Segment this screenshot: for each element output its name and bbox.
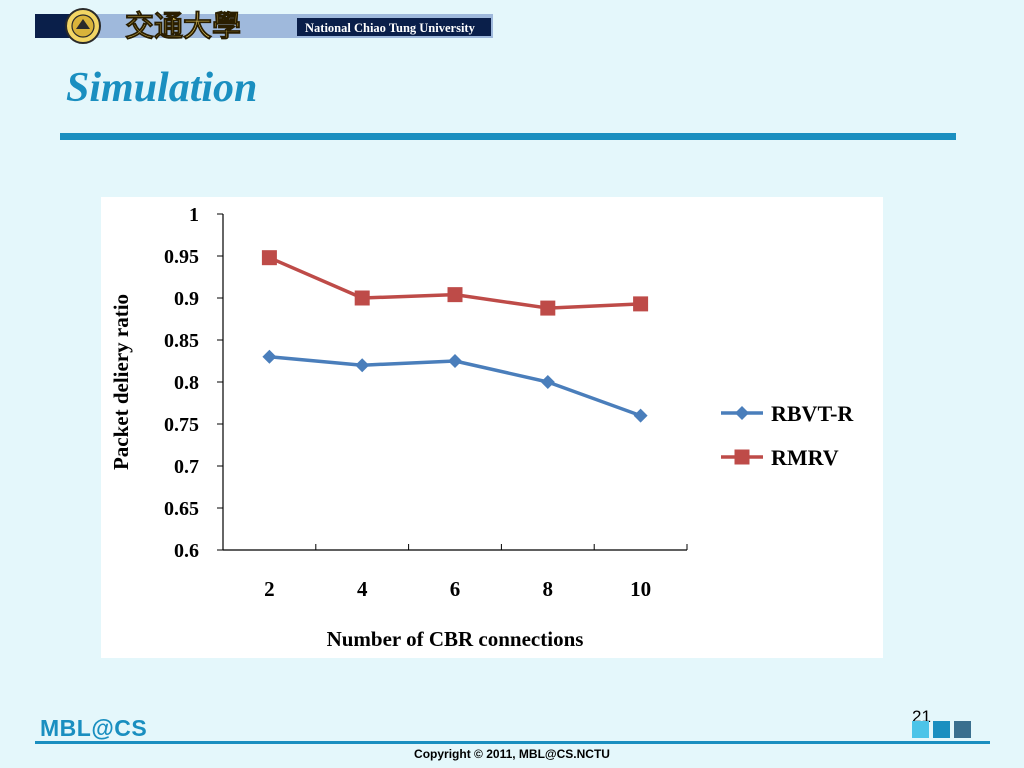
university-banner: 交通大學 National Chiao Tung University bbox=[35, 8, 493, 44]
title-divider bbox=[60, 133, 956, 140]
data-point-rbvt-r bbox=[262, 349, 277, 364]
x-tick-label: 4 bbox=[357, 577, 368, 601]
data-point-rmrv bbox=[633, 296, 649, 312]
data-point-rmrv bbox=[447, 287, 463, 303]
y-tick-label: 0.9 bbox=[174, 288, 199, 310]
x-tick-label: 10 bbox=[630, 577, 651, 601]
legend-label: RMRV bbox=[771, 445, 839, 470]
data-point-rmrv bbox=[261, 250, 277, 266]
data-point-rbvt-r bbox=[633, 408, 648, 423]
footer-logo: MBL@CS bbox=[40, 715, 148, 741]
legend-label: RBVT-R bbox=[771, 401, 854, 426]
data-point-rbvt-r bbox=[540, 375, 555, 389]
x-axis-label: Number of CBR connections bbox=[327, 627, 584, 651]
y-tick-label: 0.7 bbox=[174, 456, 199, 478]
x-tick-label: 8 bbox=[543, 577, 554, 601]
chart: 0.6 0.65 0.7 0.75 0.8 0.85 0.9 0.95 1 2 4 6 8 10 RBV… bbox=[101, 197, 883, 658]
y-axis-label: Packet deliery ratio bbox=[109, 294, 133, 470]
copyright-text: Copyright © 2011, MBL@CS.NCTU bbox=[414, 747, 610, 761]
y-tick-label: 0.6 bbox=[174, 540, 199, 562]
english-name: National Chiao Tung University bbox=[305, 21, 476, 35]
y-tick-label: 0.85 bbox=[164, 330, 199, 352]
y-tick-label: 0.95 bbox=[164, 246, 199, 268]
footer-divider bbox=[35, 741, 990, 744]
x-tick-label: 2 bbox=[264, 577, 275, 601]
y-tick-label: 0.65 bbox=[164, 498, 199, 520]
data-point-rbvt-r bbox=[355, 358, 370, 373]
y-tick-label: 0.8 bbox=[174, 372, 199, 394]
x-tick-label: 6 bbox=[450, 577, 461, 601]
university-seal-icon bbox=[65, 8, 101, 44]
y-tick-label: 0.75 bbox=[164, 414, 199, 436]
slide-title: Simulation bbox=[66, 65, 258, 111]
data-point-rmrv bbox=[354, 290, 370, 306]
data-point-rmrv bbox=[540, 300, 556, 316]
chinese-name: 交通大學 bbox=[125, 9, 241, 43]
legend-marker bbox=[735, 406, 749, 420]
y-tick-label: 1 bbox=[189, 204, 199, 226]
legend-marker bbox=[734, 449, 750, 465]
data-point-rbvt-r bbox=[448, 354, 462, 368]
